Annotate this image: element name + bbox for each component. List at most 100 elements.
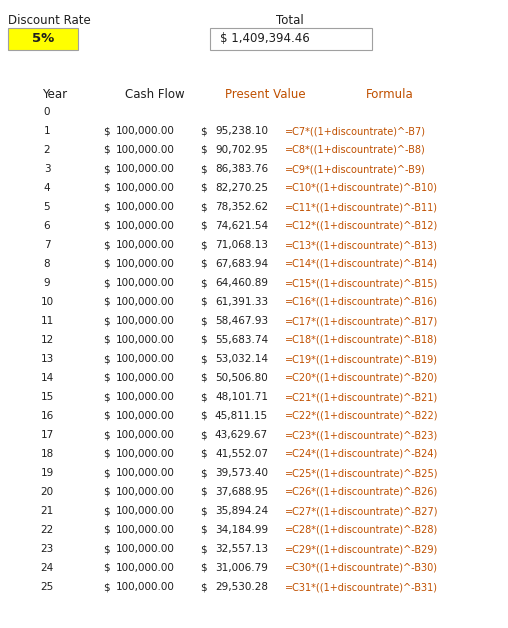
Text: =C29*((1+discountrate)^-B29): =C29*((1+discountrate)^-B29)	[285, 544, 438, 554]
Text: $: $	[103, 430, 110, 440]
Text: 35,894.24: 35,894.24	[215, 506, 268, 516]
Text: $: $	[103, 297, 110, 307]
Text: 100,000.00: 100,000.00	[116, 145, 175, 155]
Text: Year: Year	[43, 88, 68, 101]
Text: $: $	[200, 563, 207, 573]
Text: 50,506.80: 50,506.80	[215, 373, 268, 383]
Text: 100,000.00: 100,000.00	[116, 506, 175, 516]
Text: $: $	[103, 544, 110, 554]
Text: $: $	[103, 240, 110, 250]
Text: 100,000.00: 100,000.00	[116, 240, 175, 250]
Text: $: $	[103, 468, 110, 478]
Text: 100,000.00: 100,000.00	[116, 183, 175, 193]
Text: $: $	[103, 525, 110, 535]
Text: $: $	[103, 145, 110, 155]
FancyBboxPatch shape	[8, 28, 78, 50]
Text: 0: 0	[44, 107, 50, 117]
Text: 100,000.00: 100,000.00	[116, 202, 175, 212]
Text: =C8*((1+discountrate)^-B8): =C8*((1+discountrate)^-B8)	[285, 145, 426, 155]
Text: 90,702.95: 90,702.95	[215, 145, 268, 155]
Text: 55,683.74: 55,683.74	[215, 335, 268, 345]
Text: 34,184.99: 34,184.99	[215, 525, 268, 535]
Text: $: $	[103, 449, 110, 459]
Text: =C19*((1+discountrate)^-B19): =C19*((1+discountrate)^-B19)	[285, 354, 438, 364]
Text: =C31*((1+discountrate)^-B31): =C31*((1+discountrate)^-B31)	[285, 582, 438, 592]
Text: $: $	[103, 221, 110, 231]
Text: $: $	[200, 411, 207, 421]
Text: 67,683.94: 67,683.94	[215, 259, 268, 269]
Text: 4: 4	[44, 183, 50, 193]
Text: $: $	[200, 544, 207, 554]
Text: 100,000.00: 100,000.00	[116, 278, 175, 288]
Text: 1: 1	[44, 126, 50, 136]
Text: $: $	[200, 316, 207, 326]
Text: 23: 23	[40, 544, 54, 554]
Text: $: $	[103, 278, 110, 288]
Text: 24: 24	[40, 563, 54, 573]
Text: Formula: Formula	[366, 88, 414, 101]
Text: =C17*((1+discountrate)^-B17): =C17*((1+discountrate)^-B17)	[285, 316, 438, 326]
Text: $: $	[103, 126, 110, 136]
Text: $: $	[200, 468, 207, 478]
Text: 10: 10	[41, 297, 53, 307]
Text: Cash Flow: Cash Flow	[125, 88, 185, 101]
Text: 41,552.07: 41,552.07	[215, 449, 268, 459]
Text: $: $	[103, 487, 110, 497]
Text: =C25*((1+discountrate)^-B25): =C25*((1+discountrate)^-B25)	[285, 468, 438, 478]
Text: $: $	[200, 354, 207, 364]
Text: =C20*((1+discountrate)^-B20): =C20*((1+discountrate)^-B20)	[285, 373, 438, 383]
Text: 2: 2	[44, 145, 50, 155]
Text: $: $	[200, 278, 207, 288]
Text: $: $	[103, 183, 110, 193]
Text: 48,101.71: 48,101.71	[215, 392, 268, 402]
Text: 100,000.00: 100,000.00	[116, 525, 175, 535]
Text: 20: 20	[41, 487, 53, 497]
Text: 12: 12	[40, 335, 54, 345]
Text: $: $	[200, 392, 207, 402]
Text: =C22*((1+discountrate)^-B22): =C22*((1+discountrate)^-B22)	[285, 411, 438, 421]
Text: $: $	[103, 164, 110, 174]
Text: 7: 7	[44, 240, 50, 250]
Text: =C15*((1+discountrate)^-B15): =C15*((1+discountrate)^-B15)	[285, 278, 438, 288]
Text: 18: 18	[40, 449, 54, 459]
Text: 53,032.14: 53,032.14	[215, 354, 268, 364]
Text: 43,629.67: 43,629.67	[215, 430, 268, 440]
Text: 13: 13	[40, 354, 54, 364]
Text: =C28*((1+discountrate)^-B28): =C28*((1+discountrate)^-B28)	[285, 525, 438, 535]
Text: 100,000.00: 100,000.00	[116, 335, 175, 345]
Text: 82,270.25: 82,270.25	[215, 183, 268, 193]
Text: 100,000.00: 100,000.00	[116, 487, 175, 497]
Text: $: $	[200, 202, 207, 212]
Text: $: $	[103, 506, 110, 516]
Text: =C24*((1+discountrate)^-B24): =C24*((1+discountrate)^-B24)	[285, 449, 438, 459]
Text: Total: Total	[276, 14, 304, 27]
Text: $: $	[200, 297, 207, 307]
Text: $: $	[103, 582, 110, 592]
Text: $: $	[200, 506, 207, 516]
Text: =C30*((1+discountrate)^-B30): =C30*((1+discountrate)^-B30)	[285, 563, 438, 573]
Text: $: $	[103, 411, 110, 421]
Text: $: $	[103, 259, 110, 269]
Text: Discount Rate: Discount Rate	[8, 14, 91, 27]
Text: $: $	[103, 335, 110, 345]
Text: Present Value: Present Value	[225, 88, 305, 101]
Text: $: $	[200, 487, 207, 497]
Text: $: $	[103, 202, 110, 212]
Text: 100,000.00: 100,000.00	[116, 468, 175, 478]
Text: 11: 11	[40, 316, 54, 326]
Text: 45,811.15: 45,811.15	[215, 411, 268, 421]
Text: $: $	[103, 316, 110, 326]
Text: $: $	[200, 430, 207, 440]
FancyBboxPatch shape	[210, 28, 372, 50]
Text: $: $	[103, 373, 110, 383]
Text: 8: 8	[44, 259, 50, 269]
Text: 5%: 5%	[32, 33, 54, 45]
Text: 19: 19	[40, 468, 54, 478]
Text: 100,000.00: 100,000.00	[116, 164, 175, 174]
Text: $: $	[200, 240, 207, 250]
Text: 100,000.00: 100,000.00	[116, 544, 175, 554]
Text: 31,006.79: 31,006.79	[215, 563, 268, 573]
Text: 64,460.89: 64,460.89	[215, 278, 268, 288]
Text: 100,000.00: 100,000.00	[116, 316, 175, 326]
Text: 71,068.13: 71,068.13	[215, 240, 268, 250]
